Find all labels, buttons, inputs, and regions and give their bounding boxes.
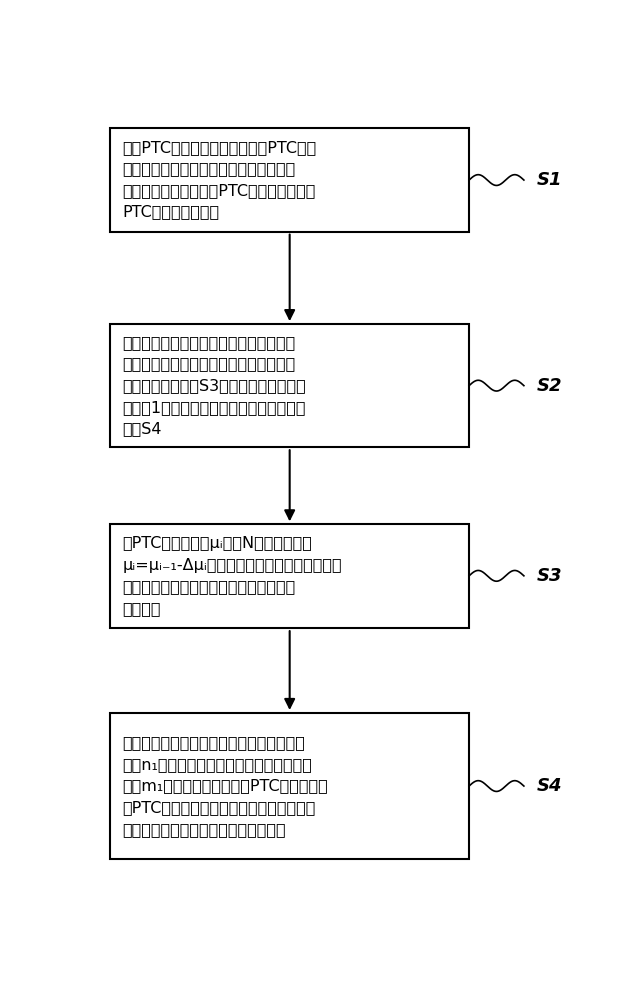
Text: 判断电池的过充次数是否大于第一允许过充
次数n₁或者持续过充时长是否大于第一允许
时长m₁，若大于，则退出对PTC的功率补偿
且PTC按照实际功率运行，此时电池: 判断电池的过充次数是否大于第一允许过充 次数n₁或者持续过充时长是否大于第一允许… xyxy=(123,735,329,837)
Text: S2: S2 xyxy=(536,377,562,395)
Text: S1: S1 xyxy=(536,171,562,189)
FancyBboxPatch shape xyxy=(111,324,469,447)
Text: 开启PTC并设定其需求功率，将PTC的需
求功率按预设补偿速率增加到电池对充电
桷的请求功率中，以对PTC进行功率补偿，
PTC以实际功率运行: 开启PTC并设定其需求功率，将PTC的需 求功率按预设补偿速率增加到电池对充电 … xyxy=(123,140,317,220)
FancyBboxPatch shape xyxy=(111,713,469,859)
Text: 判断充电桷实际充入电池的电流与电池自
身需要的电流的差値是否大于预设过充电
流，若是，则执行S3，同时将电池的超期
次数加1并记录电池的超期时长；若否，则
执行: 判断充电桷实际充入电池的电流与电池自 身需要的电流的差値是否大于预设过充电 流，… xyxy=(123,335,307,436)
FancyBboxPatch shape xyxy=(111,524,469,628)
Text: 将PTC的滤波系数μᵢ调整N次，滤波系数
μᵢ=μᵢ₋₁-Δμᵢ，直至充电桷实际充入电池的电
流与电池自身需要的电流的差値小于预设
过充电流: 将PTC的滤波系数μᵢ调整N次，滤波系数 μᵢ=μᵢ₋₁-Δμᵢ，直至充电桷实际… xyxy=(123,536,342,616)
FancyBboxPatch shape xyxy=(111,128,469,232)
Text: S4: S4 xyxy=(536,777,562,795)
Text: S3: S3 xyxy=(536,567,562,585)
